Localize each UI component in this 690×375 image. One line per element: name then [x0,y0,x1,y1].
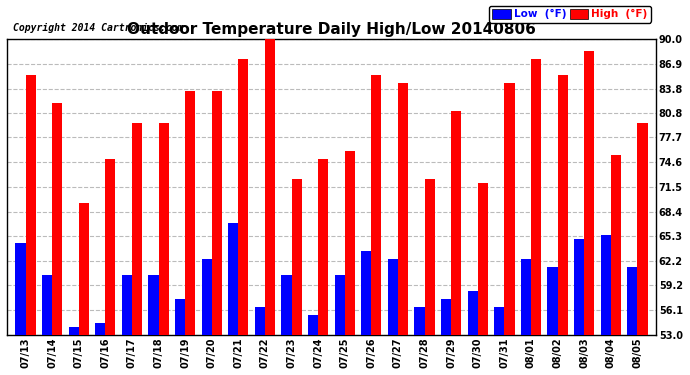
Bar [362,251,371,334]
Bar [558,75,568,334]
Bar [388,259,398,334]
Bar [15,243,26,334]
Bar [228,223,238,334]
Bar [52,103,62,334]
Bar [477,183,488,334]
Bar [212,91,222,334]
Bar [531,59,541,334]
Bar [106,159,115,334]
Bar [468,291,477,334]
Bar [451,111,462,334]
Bar [318,159,328,334]
Bar [132,123,142,334]
Bar [601,235,611,334]
Text: Copyright 2014 Cartronics.com: Copyright 2014 Cartronics.com [13,23,184,33]
Bar [415,307,424,334]
Bar [26,75,36,334]
Bar [308,315,318,334]
Bar [335,275,345,334]
Bar [584,51,594,334]
Title: Outdoor Temperature Daily High/Low 20140806: Outdoor Temperature Daily High/Low 20140… [127,22,536,37]
Bar [95,322,106,334]
Bar [611,155,621,334]
Bar [345,151,355,334]
Bar [185,91,195,334]
Bar [424,179,435,334]
Bar [627,267,638,334]
Bar [238,59,248,334]
Bar [494,307,504,334]
Bar [148,275,159,334]
Bar [292,179,302,334]
Bar [441,299,451,334]
Bar [547,267,558,334]
Bar [398,83,408,334]
Bar [42,275,52,334]
Bar [574,239,584,334]
Bar [282,275,292,334]
Bar [504,83,515,334]
Bar [201,259,212,334]
Bar [521,259,531,334]
Bar [122,275,132,334]
Bar [255,307,265,334]
Bar [69,327,79,334]
Bar [159,123,168,334]
Bar [79,203,89,334]
Legend: Low  (°F), High  (°F): Low (°F), High (°F) [489,6,651,22]
Bar [638,123,647,334]
Bar [371,75,382,334]
Bar [265,35,275,334]
Bar [175,299,185,334]
